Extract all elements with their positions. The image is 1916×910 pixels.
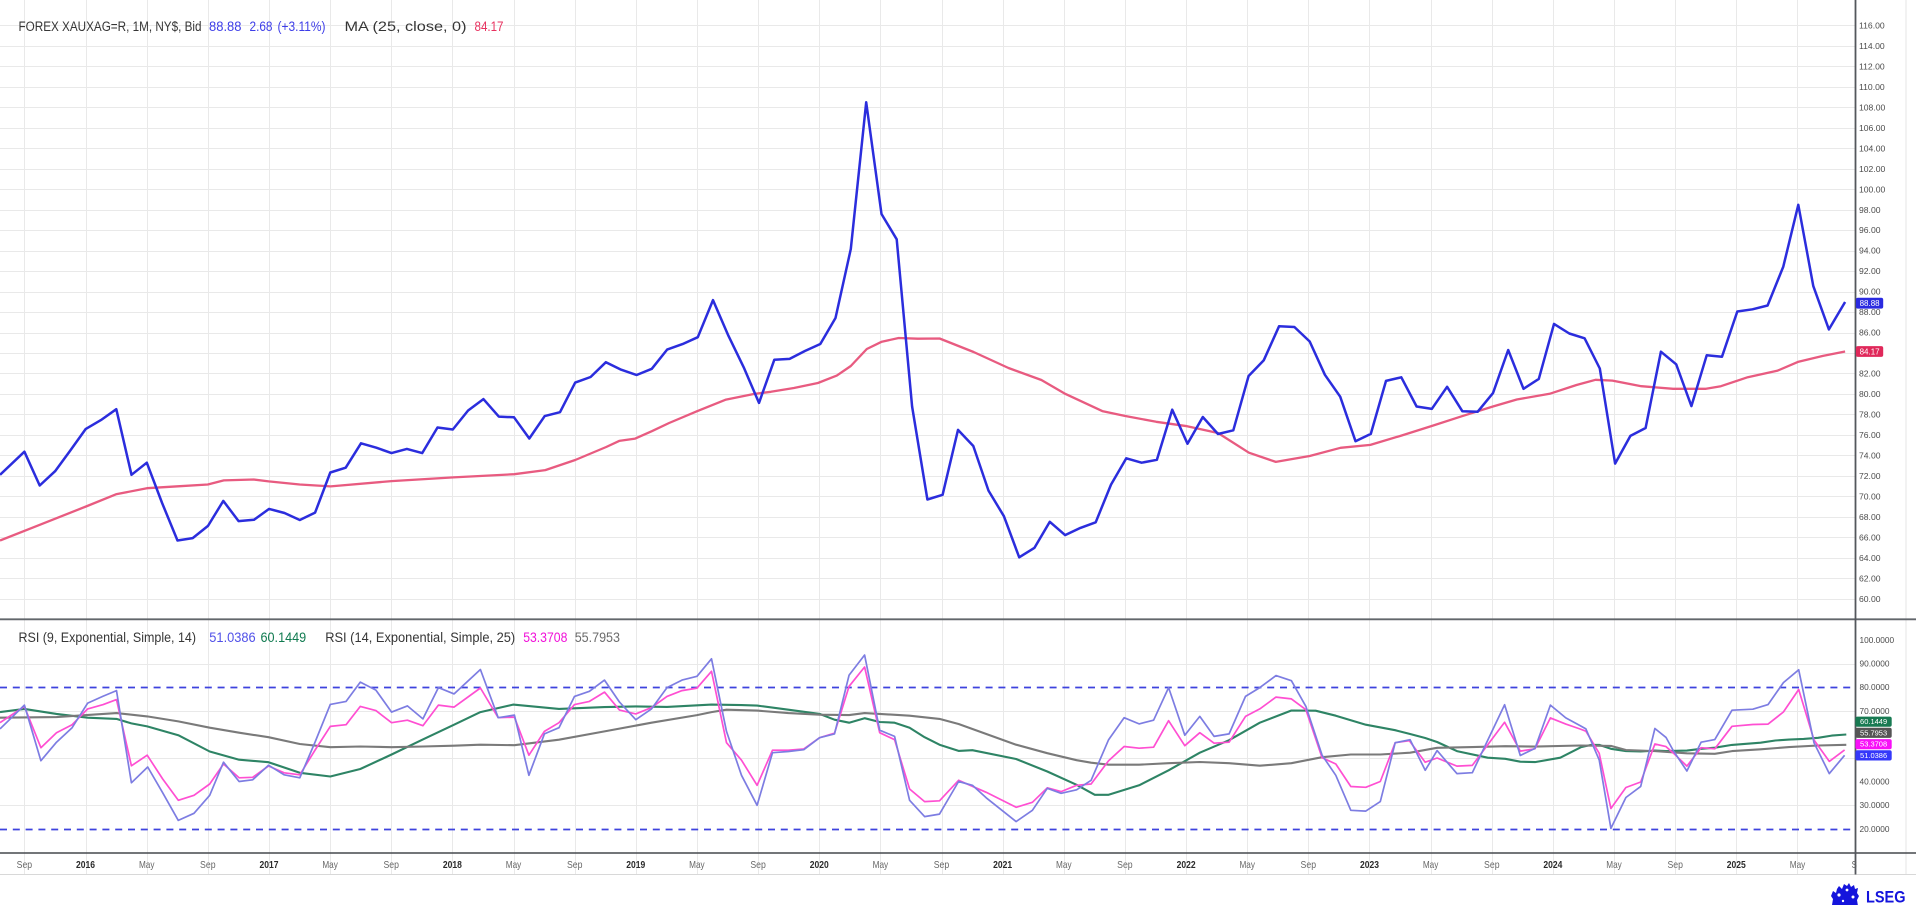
svg-text:90.00: 90.00 bbox=[1859, 287, 1881, 297]
svg-text:100.00: 100.00 bbox=[1859, 184, 1886, 194]
svg-text:May: May bbox=[1790, 859, 1806, 871]
svg-text:106.00: 106.00 bbox=[1859, 123, 1886, 133]
svg-text:May: May bbox=[873, 859, 889, 871]
svg-text:(+3.11%): (+3.11%) bbox=[278, 19, 326, 34]
svg-text:70.00: 70.00 bbox=[1859, 491, 1881, 501]
svg-text:94.00: 94.00 bbox=[1859, 246, 1881, 256]
svg-text:51.0386: 51.0386 bbox=[1860, 751, 1887, 760]
svg-text:Sep: Sep bbox=[1117, 859, 1133, 871]
svg-text:May: May bbox=[689, 859, 705, 871]
svg-text:116.00: 116.00 bbox=[1859, 21, 1885, 31]
svg-text:62.00: 62.00 bbox=[1859, 573, 1881, 583]
svg-text:70.0000: 70.0000 bbox=[1860, 706, 1890, 716]
svg-text:86.00: 86.00 bbox=[1859, 328, 1881, 338]
svg-text:2.68: 2.68 bbox=[250, 19, 273, 34]
svg-text:2017: 2017 bbox=[260, 859, 279, 871]
svg-text:55.7953: 55.7953 bbox=[1860, 728, 1887, 737]
svg-text:May: May bbox=[1606, 859, 1622, 871]
svg-text:2019: 2019 bbox=[626, 859, 645, 871]
svg-text:Sep: Sep bbox=[1484, 859, 1500, 871]
svg-text:RSI (14, Exponential, Simple,: RSI (14, Exponential, Simple, 25) bbox=[325, 630, 515, 645]
svg-text:88.88: 88.88 bbox=[1860, 299, 1881, 308]
svg-text:May: May bbox=[322, 859, 338, 871]
svg-text:Sep: Sep bbox=[750, 859, 766, 871]
svg-text:May: May bbox=[139, 859, 155, 871]
svg-text:Sep: Sep bbox=[934, 859, 950, 871]
svg-text:100.0000: 100.0000 bbox=[1860, 635, 1895, 645]
svg-text:LSEG: LSEG bbox=[1866, 888, 1906, 906]
svg-text:80.00: 80.00 bbox=[1859, 389, 1881, 399]
svg-text:Sep: Sep bbox=[17, 859, 33, 871]
svg-text:2022: 2022 bbox=[1177, 859, 1196, 871]
svg-text:May: May bbox=[1056, 859, 1072, 871]
svg-text:Sep: Sep bbox=[1852, 859, 1866, 871]
svg-text:90.0000: 90.0000 bbox=[1860, 659, 1890, 669]
svg-text:May: May bbox=[506, 859, 522, 871]
svg-text:108.00: 108.00 bbox=[1859, 102, 1886, 112]
svg-text:51.0386: 51.0386 bbox=[209, 630, 255, 645]
svg-text:68.00: 68.00 bbox=[1859, 512, 1881, 522]
svg-text:84.17: 84.17 bbox=[475, 19, 504, 34]
svg-text:60.1449: 60.1449 bbox=[261, 630, 307, 645]
svg-text:2016: 2016 bbox=[76, 859, 95, 871]
svg-text:66.00: 66.00 bbox=[1859, 532, 1881, 542]
svg-text:76.00: 76.00 bbox=[1859, 430, 1881, 440]
svg-text:53.3708: 53.3708 bbox=[523, 630, 567, 645]
svg-text:84.17: 84.17 bbox=[1860, 347, 1881, 356]
svg-text:78.00: 78.00 bbox=[1859, 410, 1881, 420]
svg-text:MA (25, close, 0): MA (25, close, 0) bbox=[345, 19, 467, 34]
svg-text:Sep: Sep bbox=[200, 859, 216, 871]
svg-text:53.3708: 53.3708 bbox=[1860, 740, 1887, 749]
svg-text:102.00: 102.00 bbox=[1859, 164, 1886, 174]
svg-text:2025: 2025 bbox=[1727, 859, 1746, 871]
svg-text:112.00: 112.00 bbox=[1859, 61, 1885, 71]
svg-text:Sep: Sep bbox=[1667, 859, 1683, 871]
svg-text:104.00: 104.00 bbox=[1859, 143, 1886, 153]
svg-text:98.00: 98.00 bbox=[1859, 205, 1881, 215]
svg-text:60.1449: 60.1449 bbox=[1860, 717, 1887, 726]
svg-text:88.00: 88.00 bbox=[1859, 307, 1881, 317]
svg-text:60.00: 60.00 bbox=[1859, 594, 1881, 604]
svg-text:2020: 2020 bbox=[810, 859, 829, 871]
svg-text:92.00: 92.00 bbox=[1859, 266, 1881, 276]
svg-text:2023: 2023 bbox=[1360, 859, 1379, 871]
svg-text:74.00: 74.00 bbox=[1859, 451, 1881, 461]
svg-text:FOREX XAUXAG=R, 1M, NY$, Bid: FOREX XAUXAG=R, 1M, NY$, Bid bbox=[19, 19, 202, 34]
svg-text:64.00: 64.00 bbox=[1859, 553, 1881, 563]
svg-text:30.0000: 30.0000 bbox=[1860, 800, 1890, 810]
svg-text:Sep: Sep bbox=[567, 859, 583, 871]
svg-text:20.0000: 20.0000 bbox=[1860, 824, 1890, 834]
svg-text:May: May bbox=[1239, 859, 1255, 871]
svg-text:2018: 2018 bbox=[443, 859, 462, 871]
svg-text:55.7953: 55.7953 bbox=[575, 630, 620, 645]
svg-text:96.00: 96.00 bbox=[1859, 225, 1881, 235]
svg-text:114.00: 114.00 bbox=[1859, 41, 1885, 51]
svg-text:Sep: Sep bbox=[383, 859, 399, 871]
svg-text:80.0000: 80.0000 bbox=[1860, 682, 1890, 692]
svg-text:2021: 2021 bbox=[993, 859, 1012, 871]
svg-text:110.00: 110.00 bbox=[1859, 82, 1885, 92]
svg-text:40.0000: 40.0000 bbox=[1860, 777, 1890, 787]
svg-text:72.00: 72.00 bbox=[1859, 471, 1881, 481]
svg-text:Sep: Sep bbox=[1301, 859, 1317, 871]
svg-text:2024: 2024 bbox=[1543, 859, 1562, 871]
svg-text:88.88: 88.88 bbox=[209, 19, 242, 34]
svg-text:RSI (9, Exponential, Simple, 1: RSI (9, Exponential, Simple, 14) bbox=[19, 630, 197, 645]
svg-text:May: May bbox=[1423, 859, 1439, 871]
svg-text:82.00: 82.00 bbox=[1859, 369, 1881, 379]
